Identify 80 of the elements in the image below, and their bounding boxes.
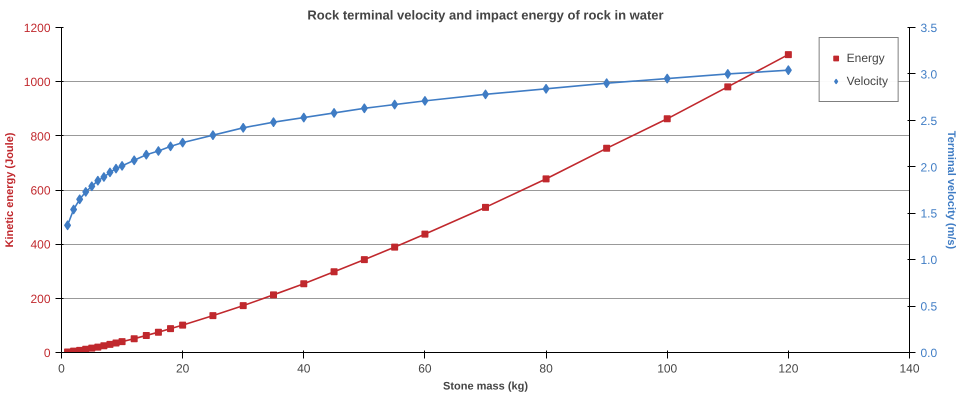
- x-tick-label: 100: [657, 362, 678, 376]
- point: [130, 335, 138, 342]
- point: [724, 68, 732, 79]
- point: [209, 130, 216, 140]
- y2-tick-label: 1.0: [920, 253, 938, 268]
- point: [112, 164, 120, 174]
- y-tick-label: 800: [30, 129, 51, 144]
- point: [64, 220, 72, 230]
- point: [330, 108, 338, 118]
- point: [482, 204, 489, 211]
- y2-tick-label: 3.0: [920, 67, 938, 82]
- point: [360, 103, 368, 114]
- point: [664, 115, 671, 122]
- x-tick-label: 20: [176, 362, 190, 376]
- point: [421, 96, 428, 106]
- point: [112, 340, 120, 347]
- x-tick-label: 120: [778, 362, 799, 376]
- point: [391, 244, 398, 251]
- point: [94, 344, 102, 351]
- point: [542, 175, 550, 182]
- point: [76, 194, 84, 204]
- point: [240, 302, 247, 310]
- y-axis-title: Kinetic energy (Joule): [4, 132, 16, 248]
- point: [360, 256, 368, 264]
- y-tick-label: 1200: [24, 21, 51, 35]
- point: [118, 160, 126, 171]
- y2-axis-title: Terminal velocity (m/s): [945, 130, 958, 250]
- x-tick-label: 80: [539, 362, 554, 376]
- chart-title: Rock terminal velocity and impact energy of rock in water: [307, 8, 664, 22]
- legend-label: Energy: [846, 51, 885, 65]
- point: [130, 155, 138, 166]
- point: [179, 138, 186, 148]
- x-axis-title: Stone mass (kg): [443, 380, 528, 392]
- y2-tick-label: 2.0: [920, 160, 938, 174]
- point: [154, 328, 162, 336]
- point: [106, 340, 114, 348]
- y-tick-label: 400: [30, 238, 51, 252]
- point: [603, 144, 610, 152]
- point: [142, 150, 150, 160]
- point: [82, 186, 90, 197]
- point: [664, 74, 671, 84]
- y2-tick-label: 2.5: [920, 114, 938, 128]
- point: [167, 141, 174, 152]
- y-tick-label: 1000: [24, 75, 51, 90]
- legend-label: Velocity: [846, 74, 888, 88]
- point: [603, 78, 610, 88]
- point: [784, 51, 792, 58]
- point: [106, 167, 114, 178]
- y2-tick-label: 0.5: [920, 300, 938, 314]
- point: [240, 122, 247, 133]
- point: [70, 204, 78, 214]
- point: [784, 65, 792, 76]
- x-tick-label: 60: [418, 362, 432, 376]
- point: [724, 83, 732, 90]
- point: [100, 342, 108, 350]
- point: [88, 181, 96, 192]
- y-tick-label: 0: [44, 346, 51, 360]
- point: [209, 312, 216, 320]
- point: [100, 172, 108, 182]
- point: [179, 322, 186, 329]
- point: [542, 84, 550, 94]
- point: [118, 338, 126, 346]
- x-tick-label: 40: [297, 362, 311, 376]
- y2-tick-label: 0.0: [920, 346, 938, 360]
- point: [94, 176, 102, 186]
- point: [167, 325, 174, 332]
- y-tick-label: 200: [30, 292, 51, 306]
- point: [142, 332, 150, 339]
- x-tick-label: 0: [58, 362, 66, 376]
- y2-tick-label: 3.5: [920, 21, 938, 35]
- point: [330, 268, 338, 276]
- point: [421, 230, 428, 238]
- point: [300, 280, 308, 288]
- y2-tick-label: 1.5: [920, 206, 938, 221]
- x-tick-label: 140: [899, 362, 920, 376]
- point: [154, 146, 162, 156]
- point: [391, 100, 398, 110]
- y-tick-label: 600: [30, 184, 51, 198]
- point: [300, 112, 308, 123]
- point: [270, 291, 277, 298]
